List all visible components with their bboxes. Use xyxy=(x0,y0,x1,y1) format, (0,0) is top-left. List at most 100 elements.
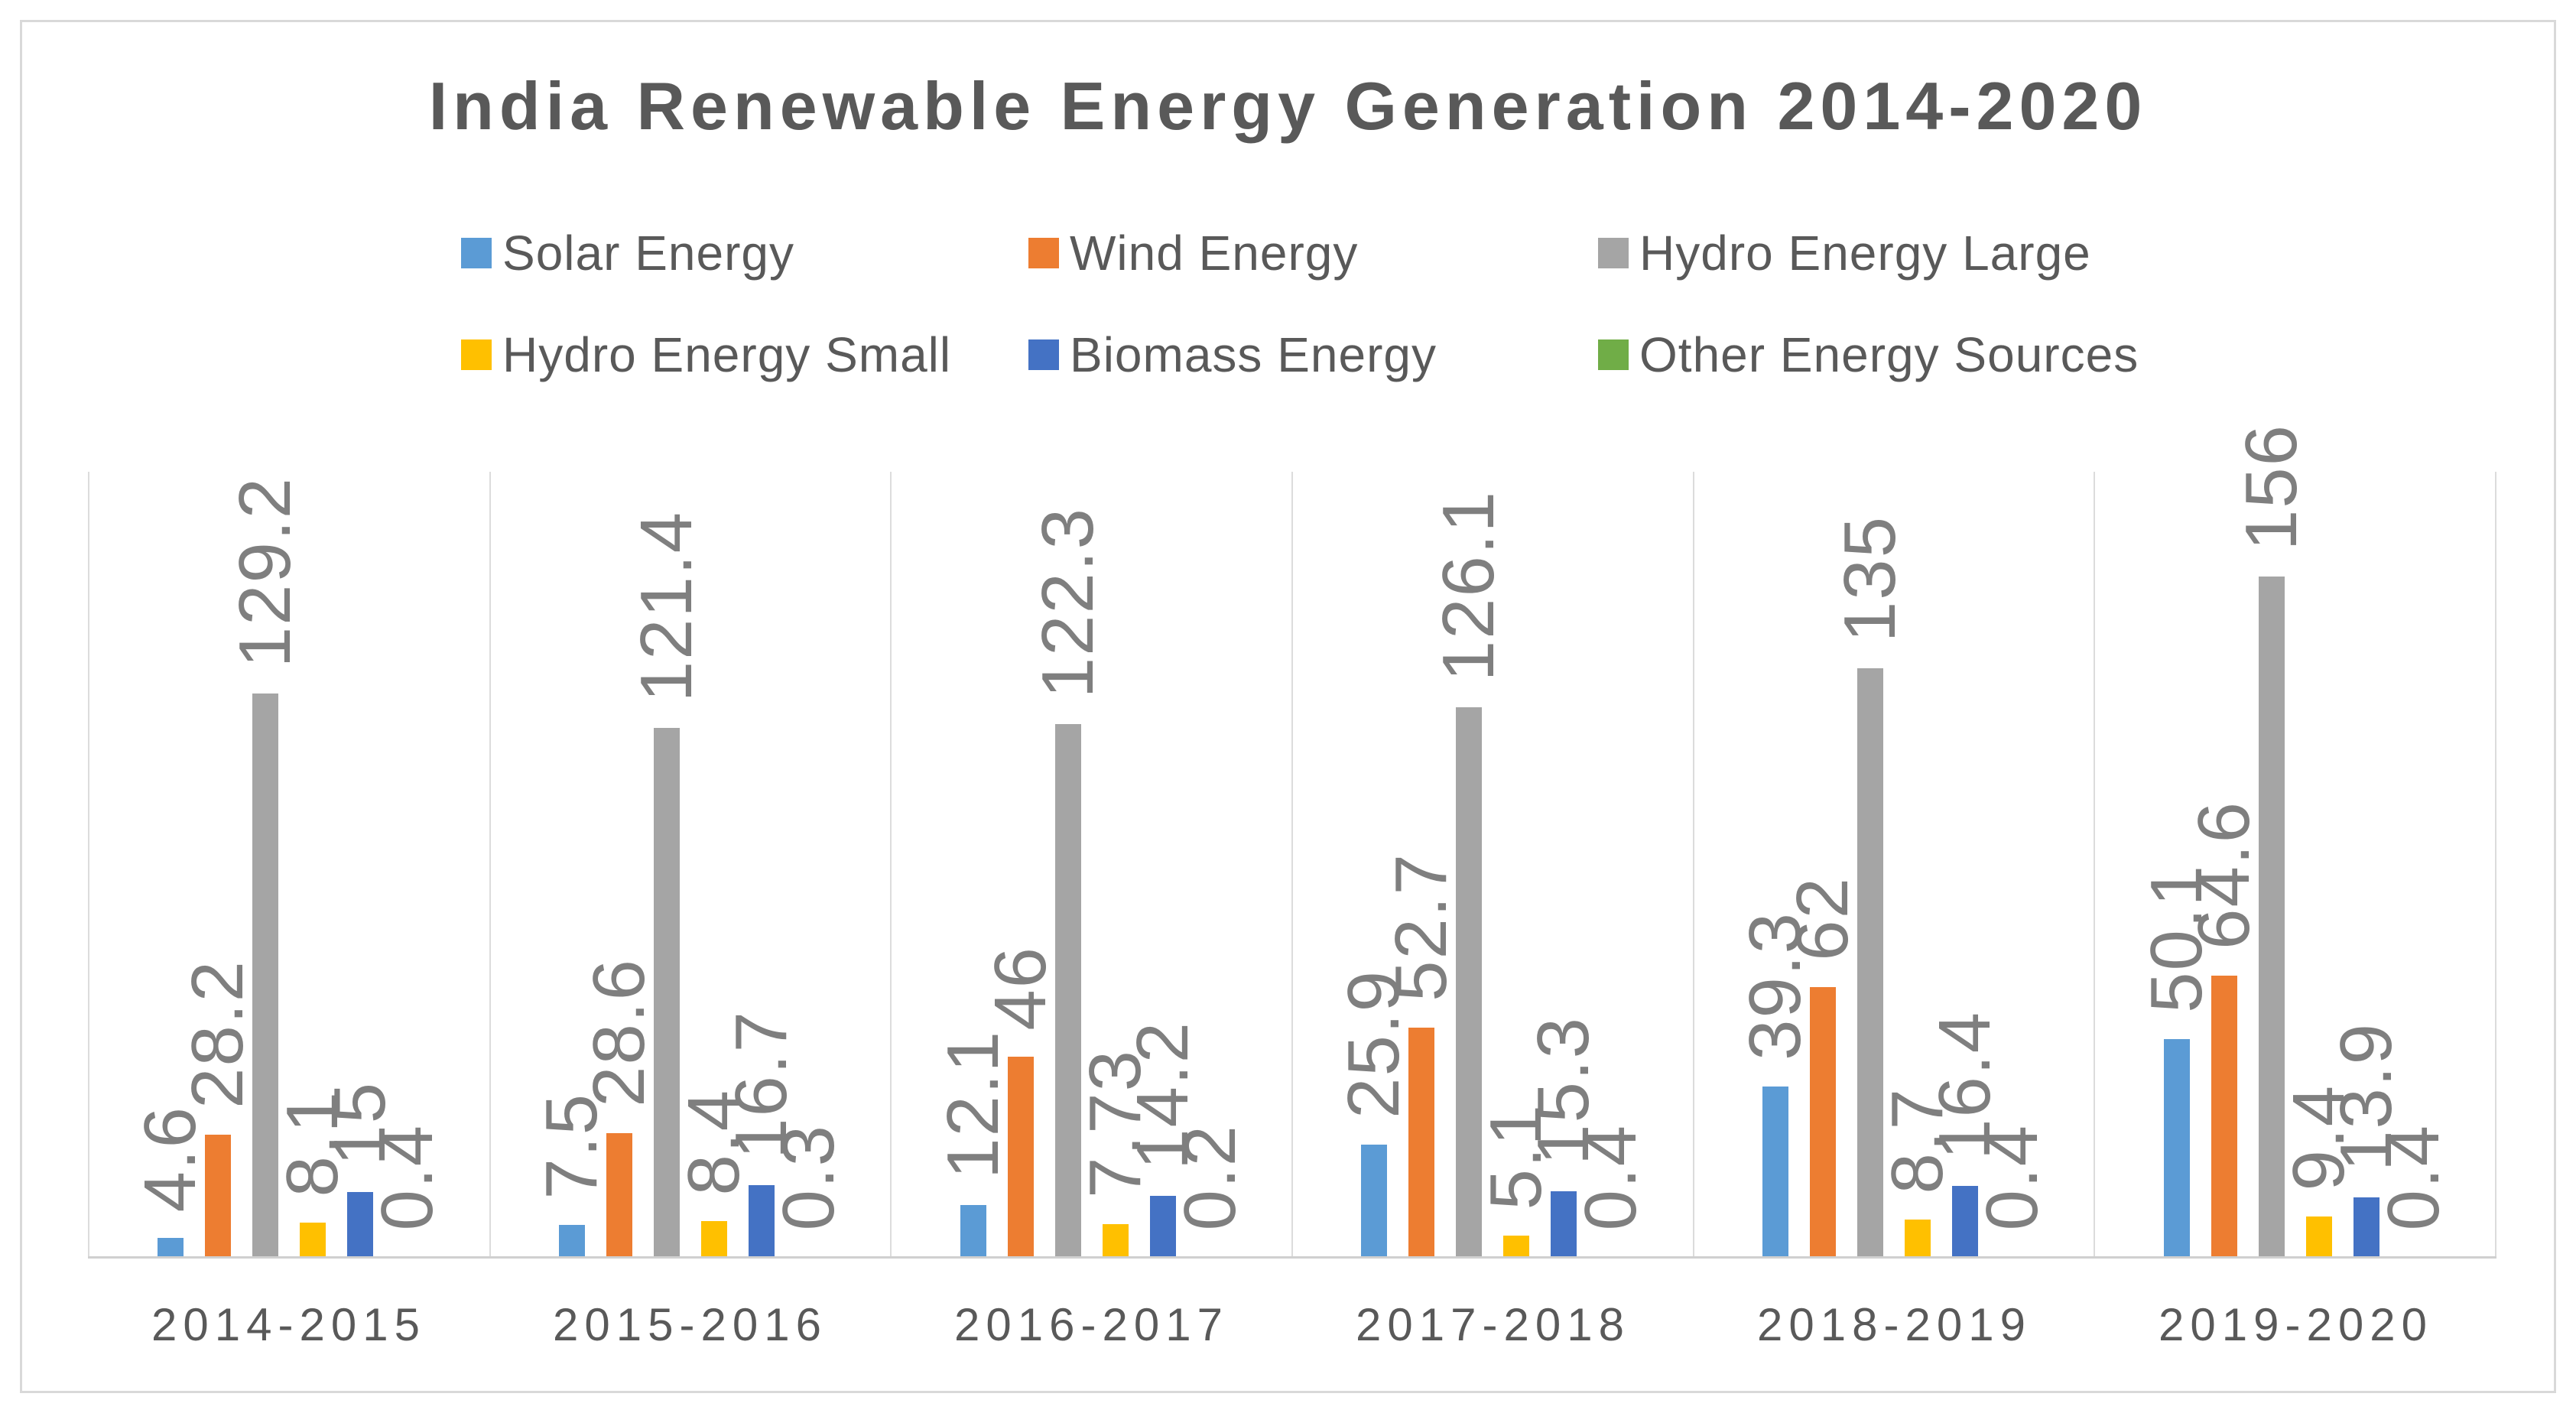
bar-slot: 0.2 xyxy=(1169,472,1251,1258)
bar-hydro-energy-small xyxy=(1503,1236,1530,1258)
legend-item-other-energy-sources: Other Energy Sources xyxy=(1598,327,2139,382)
bar-cluster: 25.9 52.7 126.1 5.1 15.3 0.4 xyxy=(1293,472,1693,1258)
bar-value-label: 122.3 xyxy=(1026,506,1109,698)
bar-slot: 121.4 xyxy=(625,472,707,1258)
bar-slot: 0.4 xyxy=(2373,472,2454,1258)
bar-slot: 4.6 xyxy=(129,472,211,1258)
bar-value-label: 0.3 xyxy=(768,1123,849,1230)
bar-slot: 129.2 xyxy=(224,472,306,1258)
legend-label: Hydro Energy Large xyxy=(1639,226,2091,281)
bar-slot: 0.4 xyxy=(1570,472,1652,1258)
bar-value-label: 4.6 xyxy=(129,1105,212,1212)
bar-wind-energy xyxy=(205,1135,232,1258)
legend-swatch-wind-energy xyxy=(1028,238,1059,268)
bar-wind-energy xyxy=(1408,1028,1435,1258)
bar-value-label: 28.6 xyxy=(578,958,660,1107)
x-axis-label: 2019-2020 xyxy=(2159,1299,2433,1350)
category-panel-2014-2015: 4.6 28.2 129.2 8.1 15 0.4 xyxy=(88,472,489,1258)
bar-slot: 39.3 xyxy=(1734,472,1816,1258)
bar-value-label: 0.4 xyxy=(2372,1123,2454,1230)
bar-slot: 12.1 xyxy=(932,472,1014,1258)
legend-label: Solar Energy xyxy=(502,226,794,281)
bar-value-label: 126.1 xyxy=(1428,489,1510,681)
bar-slot: 46 xyxy=(979,472,1061,1258)
category-panel-2018-2019: 39.3 62 135 8.7 16.4 0.4 xyxy=(1692,472,2094,1258)
bar-slot: 50.1 xyxy=(2136,472,2217,1258)
bar-biomass-energy xyxy=(1551,1191,1577,1258)
bar-slot: 16.7 xyxy=(720,472,802,1258)
bar-hydro-energy-large xyxy=(654,728,680,1258)
bar-value-label: 7.5 xyxy=(531,1092,612,1199)
legend-swatch-other-energy-sources xyxy=(1598,339,1629,370)
legend-item-biomass-energy: Biomass Energy xyxy=(1028,327,1437,382)
bar-hydro-energy-small xyxy=(2305,1216,2332,1258)
x-axis-line xyxy=(88,1256,2496,1259)
bar-solar-energy xyxy=(2163,1039,2190,1258)
plot-area: 4.6 28.2 129.2 8.1 15 0.4 7.5 28.6 121.4 8.4 16.7 0… xyxy=(88,424,2497,1258)
bar-slot: 7.73 xyxy=(1074,472,1156,1258)
bar-value-label: 129.2 xyxy=(224,476,307,668)
bar-slot: 0.4 xyxy=(366,472,448,1258)
legend-swatch-solar-energy xyxy=(461,238,492,268)
bar-hydro-energy-small xyxy=(1102,1224,1129,1258)
category-panel-2017-2018: 25.9 52.7 126.1 5.1 15.3 0.4 xyxy=(1291,472,1693,1258)
bar-solar-energy xyxy=(1361,1145,1388,1258)
x-axis-label: 2015-2016 xyxy=(553,1299,827,1350)
bar-cluster: 50.1 64.6 156 9.4 13.9 0.4 xyxy=(2095,424,2495,1258)
bar-hydro-energy-small xyxy=(300,1223,326,1258)
bar-value-label: 46 xyxy=(979,946,1061,1031)
bar-cluster: 7.5 28.6 121.4 8.4 16.7 0.3 xyxy=(491,472,891,1258)
legend-swatch-biomass-energy xyxy=(1028,339,1059,370)
bar-slot: 16.4 xyxy=(1924,472,2006,1258)
bar-biomass-energy xyxy=(347,1192,374,1258)
legend-item-hydro-energy-large: Hydro Energy Large xyxy=(1598,226,2091,281)
bar-slot: 8.1 xyxy=(271,472,353,1258)
bar-slot: 122.3 xyxy=(1027,472,1109,1258)
bar-biomass-energy xyxy=(2353,1197,2379,1258)
bar-wind-energy xyxy=(1007,1057,1034,1258)
bar-slot: 0.3 xyxy=(768,472,849,1258)
bar-value-label: 12.1 xyxy=(931,1030,1014,1179)
bar-slot: 0.4 xyxy=(1971,472,2053,1258)
bar-slot: 13.9 xyxy=(2325,472,2407,1258)
bar-value-label: 28.2 xyxy=(177,960,259,1109)
legend-item-wind-energy: Wind Energy xyxy=(1028,226,1358,281)
category-panel-2015-2016: 7.5 28.6 121.4 8.4 16.7 0.3 xyxy=(489,472,891,1258)
bar-hydro-energy-large xyxy=(1857,668,1884,1258)
legend-label: Other Energy Sources xyxy=(1639,327,2139,382)
x-axis-label: 2014-2015 xyxy=(151,1299,426,1350)
bar-slot: 5.1 xyxy=(1475,472,1557,1258)
legend-item-hydro-energy-small: Hydro Energy Small xyxy=(461,327,951,382)
bar-solar-energy xyxy=(559,1225,585,1258)
bar-slot: 62 xyxy=(1782,472,1863,1258)
bar-slot: 156 xyxy=(2230,424,2312,1258)
bar-wind-energy xyxy=(606,1133,632,1258)
legend-item-solar-energy: Solar Energy xyxy=(461,226,794,281)
bar-slot: 64.6 xyxy=(2183,472,2265,1258)
bar-slot: 9.4 xyxy=(2278,472,2360,1258)
x-axis-label: 2018-2019 xyxy=(1757,1299,2032,1350)
bar-slot: 8.4 xyxy=(673,472,755,1258)
legend-swatch-hydro-energy-large xyxy=(1598,238,1629,268)
bar-cluster: 12.1 46 122.3 7.73 14.2 0.2 xyxy=(892,472,1291,1258)
legend-label: Biomass Energy xyxy=(1070,327,1437,382)
bar-value-label: 62 xyxy=(1782,876,1864,961)
bar-solar-energy xyxy=(960,1205,986,1258)
bar-slot: 7.5 xyxy=(531,472,612,1258)
bar-slot: 28.2 xyxy=(177,472,258,1258)
bar-slot: 15 xyxy=(319,472,401,1258)
bar-cluster: 39.3 62 135 8.7 16.4 0.4 xyxy=(1694,472,2094,1258)
bar-biomass-energy xyxy=(749,1185,775,1258)
bar-value-label: 0.4 xyxy=(1971,1123,2054,1230)
bar-biomass-energy xyxy=(1952,1186,1979,1258)
bar-slot: 14.2 xyxy=(1122,472,1204,1258)
x-axis-labels: 2014-2015 2015-2016 2016-2017 2017-2018 2018… xyxy=(88,1298,2496,1351)
bar-value-label: 156 xyxy=(2230,423,2312,551)
category-panel-2019-2020: 50.1 64.6 156 9.4 13.9 0.4 xyxy=(2094,424,2497,1258)
bar-value-label: 0.2 xyxy=(1168,1123,1251,1230)
bar-hydro-energy-small xyxy=(701,1221,727,1258)
category-panel-2016-2017: 12.1 46 122.3 7.73 14.2 0.2 xyxy=(890,472,1291,1258)
bar-solar-energy xyxy=(1762,1087,1789,1258)
bar-hydro-energy-large xyxy=(2258,577,2285,1258)
